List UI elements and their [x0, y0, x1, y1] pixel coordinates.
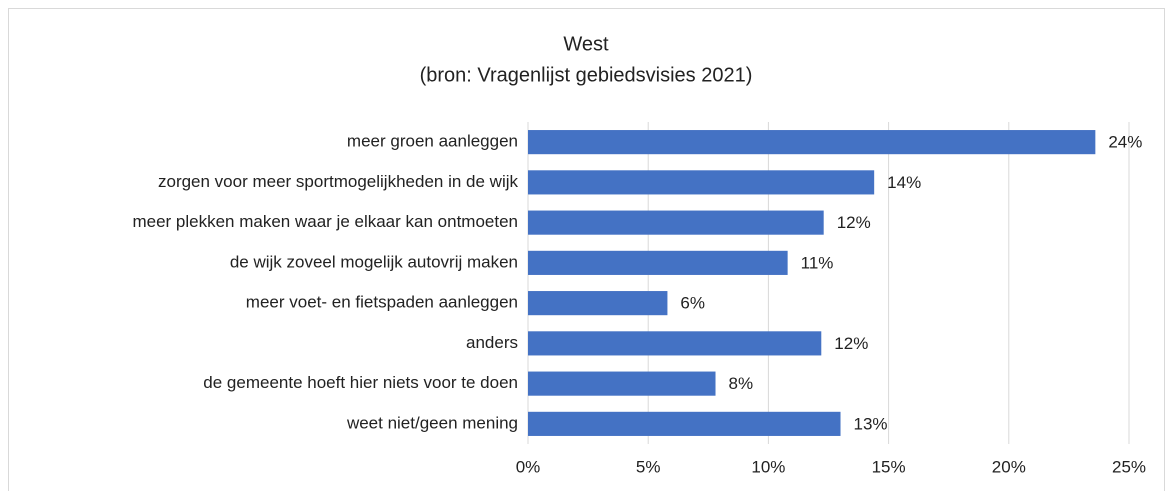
x-tick-label: 20% — [992, 457, 1026, 476]
chart-subtitle: (bron: Vragenlijst gebiedsvisies 2021) — [420, 64, 753, 86]
y-tick-label: meer groen aanleggen — [347, 132, 518, 151]
y-tick-label: meer voet- en fietspaden aanleggen — [246, 293, 518, 312]
value-label: 12% — [837, 213, 871, 232]
bar — [528, 250, 788, 275]
y-tick-label: de wijk zoveel mogelijk autovrij maken — [230, 252, 518, 271]
bar — [528, 411, 841, 436]
y-tick-label: de gemeente hoeft hier niets voor te doe… — [203, 373, 518, 392]
value-label: 24% — [1108, 133, 1142, 152]
y-tick-label: anders — [466, 333, 518, 352]
y-tick-label: zorgen voor meer sportmogelijkheden in d… — [158, 172, 519, 191]
value-label: 14% — [887, 173, 921, 192]
value-label: 13% — [854, 414, 888, 433]
value-label: 11% — [801, 253, 834, 272]
x-tick-label: 15% — [872, 457, 906, 476]
value-label: 6% — [680, 294, 705, 313]
bar — [528, 371, 716, 396]
value-label: 8% — [729, 374, 754, 393]
bar — [528, 130, 1096, 155]
bar — [528, 210, 824, 235]
x-tick-label: 25% — [1112, 457, 1146, 476]
x-tick-label: 5% — [636, 457, 661, 476]
y-tick-label: weet niet/geen mening — [346, 413, 518, 432]
bar — [528, 331, 822, 356]
y-tick-label: meer plekken maken waar je elkaar kan on… — [132, 212, 518, 231]
x-tick-label: 0% — [516, 457, 541, 476]
bar — [528, 291, 668, 316]
chart-title: West — [563, 33, 609, 55]
bar — [528, 170, 875, 195]
value-label: 12% — [834, 334, 868, 353]
x-tick-label: 10% — [751, 457, 785, 476]
chart-border — [8, 8, 1165, 491]
